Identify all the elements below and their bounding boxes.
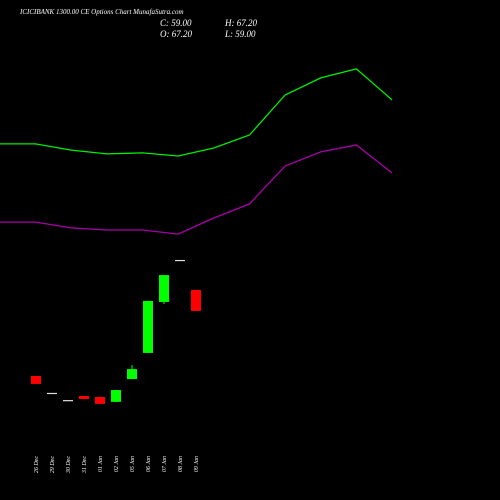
x-tick-label: 29 Dec <box>50 456 56 473</box>
x-tick-label: 01 Jan <box>98 456 104 472</box>
info-open: O: 67.20 <box>160 29 192 39</box>
band-line <box>0 144 393 235</box>
x-tick-label: 02 Jan <box>114 456 120 472</box>
x-tick-label: 26 Dec <box>34 456 40 473</box>
candle-body <box>159 275 169 302</box>
candle-body <box>175 259 185 262</box>
candle-body <box>127 369 137 380</box>
candle-body <box>143 300 153 353</box>
x-tick-label: 06 Jan <box>146 456 152 472</box>
info-high: H: 67.20 <box>224 18 257 28</box>
info-low: L: 59.00 <box>224 29 256 39</box>
x-tick-label: 05 Jan <box>130 456 136 472</box>
x-tick-label: 09 Jan <box>194 456 200 472</box>
chart-title: ICICIBANK 1300.00 CE Options Chart Munaf… <box>19 8 184 16</box>
candle-body <box>47 392 57 395</box>
candle-body <box>191 289 201 311</box>
band-line <box>0 68 393 157</box>
x-tick-label: 08 Jan <box>178 456 184 472</box>
candle-body <box>79 395 89 400</box>
x-tick-label: 30 Dec <box>66 456 72 474</box>
candle-body <box>111 390 121 402</box>
candle-body <box>63 400 73 402</box>
candle-body <box>95 396 105 404</box>
candle-body <box>31 375 41 384</box>
x-tick-label: 31 Dec <box>82 456 88 474</box>
x-tick-label: 07 Jan <box>162 456 168 472</box>
info-close: C: 59.00 <box>160 18 192 28</box>
